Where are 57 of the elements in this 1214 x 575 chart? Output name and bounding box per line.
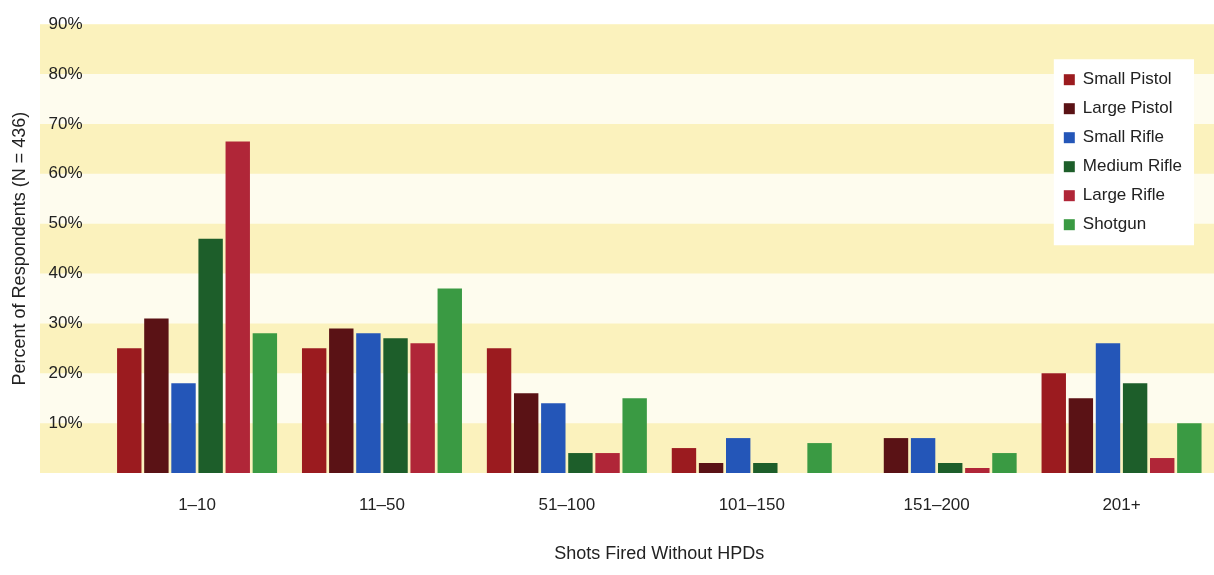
bar (1177, 423, 1202, 473)
legend-label: Large Pistol (1082, 98, 1173, 118)
bar (225, 141, 250, 473)
y-tick-label: 50% (48, 213, 83, 233)
y-tick-label: 60% (48, 163, 83, 183)
legend-label: Shotgun (1082, 214, 1147, 234)
bar (252, 333, 278, 473)
bar (171, 383, 196, 473)
y-tick-label: 20% (48, 362, 83, 382)
bar (410, 343, 435, 473)
legend-label: Small Rifle (1082, 127, 1165, 147)
bar (383, 338, 408, 473)
bar (965, 468, 990, 473)
bar (622, 398, 647, 473)
bar (992, 453, 1017, 473)
y-tick-label: 40% (48, 263, 83, 283)
x-tick-label: 1–10 (178, 494, 216, 514)
legend-label: Medium Rifle (1082, 156, 1183, 176)
bar (910, 438, 936, 473)
y-axis-title: Percent of Respondents (N = 436) (8, 111, 29, 386)
legend-label: Large Rifle (1082, 185, 1166, 205)
y-tick-label: 10% (48, 412, 83, 432)
x-tick-label: 11–50 (358, 494, 405, 514)
bar (595, 453, 620, 473)
bar (486, 348, 512, 473)
bar (1095, 343, 1121, 473)
bar (1122, 383, 1148, 473)
bar (301, 348, 327, 473)
y-tick-label: 90% (48, 13, 83, 33)
bar (1068, 398, 1094, 473)
bar (329, 328, 354, 473)
bar (568, 453, 593, 473)
bar (938, 463, 963, 473)
bar (198, 238, 223, 473)
bar (753, 463, 778, 473)
bar (437, 288, 462, 473)
x-tick-label: 101–150 (718, 494, 785, 514)
bar (117, 348, 142, 473)
bar (671, 448, 697, 473)
x-axis-title: Shots Fired Without HPDs (554, 543, 765, 564)
bar (807, 443, 832, 473)
y-tick-label: 80% (48, 63, 83, 83)
x-tick-label: 151–200 (903, 494, 970, 514)
y-tick-label: 30% (48, 313, 83, 333)
bar (1041, 373, 1066, 473)
bar (726, 438, 751, 473)
legend-label: Small Pistol (1082, 69, 1172, 89)
bar (356, 333, 381, 473)
bar (698, 463, 724, 473)
x-tick-label: 201+ (1102, 494, 1141, 514)
bar (513, 393, 539, 473)
bar (1150, 458, 1175, 473)
bar (144, 318, 169, 473)
y-tick-label: 70% (48, 113, 83, 133)
x-tick-label: 51–100 (538, 494, 596, 514)
bar (883, 438, 909, 473)
bar (541, 403, 566, 473)
